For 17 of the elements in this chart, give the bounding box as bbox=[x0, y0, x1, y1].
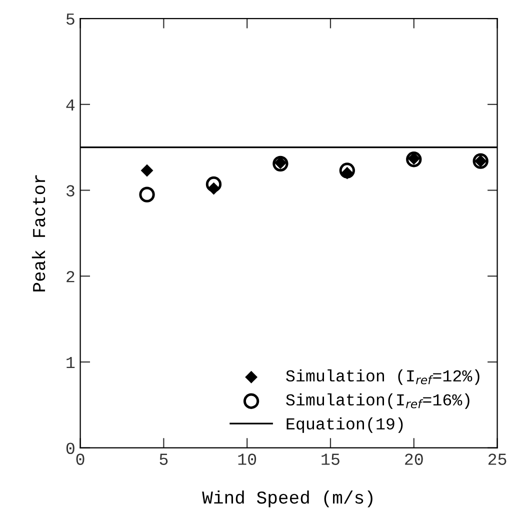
x-axis-title: Wind Speed (m/s) bbox=[202, 490, 372, 508]
legend-label: Simulation(I$_{ref}$=16%) bbox=[286, 393, 470, 409]
y-tick-label: 0 bbox=[66, 442, 74, 454]
x-tick-label: 10 bbox=[238, 454, 256, 465]
y-tick-label: 2 bbox=[66, 271, 74, 282]
x-tick-label: 0 bbox=[76, 454, 84, 465]
x-tick-label: 5 bbox=[160, 454, 168, 465]
x-tick-label: 20 bbox=[405, 454, 423, 465]
y-axis-title: Peak Factor bbox=[32, 175, 46, 292]
y-tick-label: 4 bbox=[66, 99, 75, 110]
y-tick-label: 1 bbox=[66, 357, 75, 368]
x-tick-label: 15 bbox=[322, 454, 340, 465]
legend-label: Equation(19) bbox=[286, 417, 403, 433]
y-tick-label: 5 bbox=[66, 14, 74, 25]
x-tick-label: 25 bbox=[488, 454, 506, 465]
y-tick-label: 3 bbox=[66, 185, 74, 196]
legend-label: Simulation (I$_{ref}$=12%) bbox=[286, 369, 480, 385]
